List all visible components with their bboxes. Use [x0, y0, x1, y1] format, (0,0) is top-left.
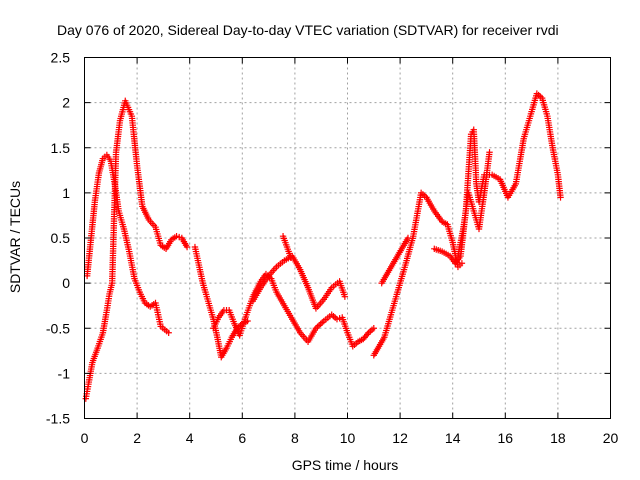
y-tick-label: 1.5 — [51, 140, 71, 156]
data-point — [458, 260, 466, 267]
series-satellite-track-E — [249, 252, 349, 312]
data-point — [317, 320, 324, 328]
y-tick-label: -1 — [58, 365, 71, 381]
data-point — [404, 234, 412, 242]
x-tick-label: 0 — [81, 430, 89, 446]
x-tick-label: 18 — [550, 430, 566, 446]
chart-title: Day 076 of 2020, Sidereal Day-to-day VTE… — [57, 22, 559, 38]
data-point — [319, 319, 326, 326]
x-axis-label: GPS time / hours — [292, 457, 399, 473]
y-tick-label: -0.5 — [46, 320, 70, 336]
x-axis-ticks: 0 2 4 6 8 10 12 14 16 18 20 — [81, 57, 619, 446]
x-tick-label: 6 — [238, 430, 246, 446]
y-tick-label: 2 — [62, 95, 70, 111]
x-tick-label: 8 — [291, 430, 299, 446]
y-tick-label: 0 — [62, 275, 70, 291]
data-point — [315, 322, 323, 329]
series-satellite-track-J — [454, 149, 493, 260]
data-point — [287, 254, 295, 262]
y-axis-ticks: -1.5 -1 -0.5 0 0.5 1 1.5 2 2.5 — [46, 50, 611, 427]
y-tick-label: 2.5 — [51, 50, 71, 66]
x-tick-label: 4 — [186, 430, 194, 446]
series-satellite-track-D — [210, 270, 377, 350]
series-satellite-track-B — [83, 151, 172, 336]
x-tick-label: 16 — [498, 430, 514, 446]
series-satellite-track-F — [279, 232, 295, 262]
data-point — [165, 329, 172, 336]
series-satellite-track-H — [378, 234, 412, 287]
grid-lines — [84, 57, 611, 419]
y-tick-label: 0.5 — [51, 230, 71, 246]
y-tick-label: 1 — [62, 185, 70, 201]
data-point — [183, 243, 191, 251]
x-tick-label: 14 — [445, 430, 461, 446]
y-axis-label: SDTVAR / TECUs — [7, 181, 23, 293]
data-point — [370, 325, 377, 332]
y-tick-label: -1.5 — [46, 411, 70, 427]
data-points — [82, 90, 564, 402]
x-tick-label: 10 — [340, 430, 356, 446]
data-point — [341, 293, 349, 300]
data-point — [486, 149, 493, 156]
series-satellite-track-G — [370, 189, 466, 359]
series-satellite-track-A — [82, 97, 191, 402]
x-tick-label: 20 — [603, 430, 619, 446]
x-tick-label: 12 — [392, 430, 408, 446]
data-point — [557, 194, 564, 201]
x-tick-label: 2 — [133, 430, 141, 446]
